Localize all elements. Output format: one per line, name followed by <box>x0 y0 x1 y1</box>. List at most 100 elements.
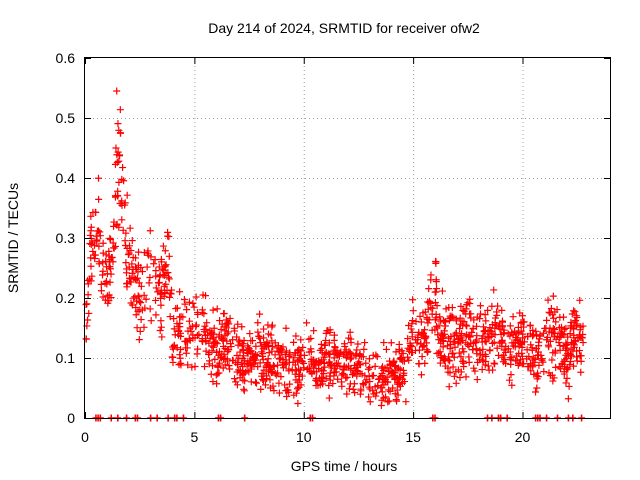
data-point <box>386 387 394 395</box>
data-point <box>221 355 229 363</box>
data-point <box>549 349 557 357</box>
data-point <box>404 344 412 352</box>
data-point <box>128 237 136 245</box>
data-point <box>486 326 494 334</box>
data-point <box>502 342 510 350</box>
data-point <box>138 268 146 276</box>
data-point <box>479 332 487 340</box>
data-point <box>82 301 90 308</box>
data-point <box>393 386 401 394</box>
data-point <box>99 293 107 301</box>
data-point <box>137 264 145 272</box>
data-point <box>346 380 354 388</box>
data-point <box>89 247 97 255</box>
data-point <box>432 258 440 266</box>
data-point <box>289 358 297 366</box>
data-point <box>185 298 193 306</box>
data-point <box>159 271 167 279</box>
data-point <box>490 359 498 367</box>
x-tick-label: 5 <box>190 429 198 445</box>
data-point <box>340 371 348 379</box>
data-point <box>455 349 463 357</box>
data-point <box>155 278 163 286</box>
data-point <box>120 177 128 185</box>
data-point <box>212 371 220 379</box>
data-point <box>518 312 526 320</box>
data-point <box>158 265 166 273</box>
data-point <box>160 292 168 300</box>
data-point <box>85 309 93 317</box>
data-point <box>463 301 471 309</box>
data-point <box>419 343 427 351</box>
data-point <box>227 340 235 348</box>
data-point <box>408 349 416 357</box>
data-point <box>396 365 404 373</box>
data-point <box>129 265 137 273</box>
data-point <box>194 345 202 353</box>
data-point <box>164 269 172 277</box>
data-point <box>576 296 584 304</box>
data-point <box>546 324 554 332</box>
data-point <box>292 367 300 375</box>
data-point <box>109 239 117 247</box>
data-point <box>129 254 137 262</box>
data-point <box>226 365 234 373</box>
data-point <box>146 305 154 313</box>
data-point <box>394 378 402 386</box>
data-point <box>194 310 202 318</box>
data-point <box>133 324 141 332</box>
data-point <box>452 368 460 376</box>
data-point <box>95 174 103 182</box>
data-point <box>201 332 209 340</box>
data-point <box>118 216 126 224</box>
data-point <box>217 353 225 361</box>
data-point <box>534 351 542 359</box>
data-point <box>531 355 539 363</box>
data-point <box>416 312 424 320</box>
data-point <box>303 319 311 327</box>
data-point <box>391 362 399 370</box>
data-point <box>256 310 264 318</box>
data-point <box>382 378 390 386</box>
data-point <box>238 323 246 331</box>
data-point <box>447 333 455 341</box>
data-point <box>524 363 532 371</box>
data-point <box>122 241 130 249</box>
data-point <box>476 346 484 354</box>
data-point <box>543 316 551 324</box>
data-point <box>107 235 115 243</box>
data-point <box>373 353 381 361</box>
data-point <box>378 372 386 380</box>
data-point <box>451 338 459 346</box>
data-point <box>448 304 456 312</box>
data-point <box>191 363 199 371</box>
data-point <box>437 354 445 362</box>
data-point <box>108 254 116 262</box>
data-point <box>152 284 160 292</box>
data-point <box>169 358 177 366</box>
data-point <box>325 382 333 390</box>
data-point <box>354 340 362 348</box>
data-point <box>512 357 520 365</box>
data-point <box>276 345 284 353</box>
data-point <box>99 267 107 275</box>
data-point <box>165 233 173 241</box>
data-point <box>152 311 160 319</box>
data-point <box>360 345 368 353</box>
data-point <box>162 280 170 288</box>
data-point <box>459 336 467 344</box>
data-point <box>468 328 476 336</box>
data-point <box>563 340 571 348</box>
data-point <box>459 345 467 353</box>
data-point <box>122 259 130 267</box>
data-point <box>573 353 581 361</box>
data-point <box>400 357 408 365</box>
data-point <box>399 366 407 374</box>
data-point <box>82 335 90 343</box>
data-point <box>520 360 528 368</box>
data-point <box>93 236 101 244</box>
data-point <box>319 367 327 375</box>
data-point <box>343 390 351 398</box>
data-point <box>512 334 520 342</box>
data-point <box>224 348 232 356</box>
